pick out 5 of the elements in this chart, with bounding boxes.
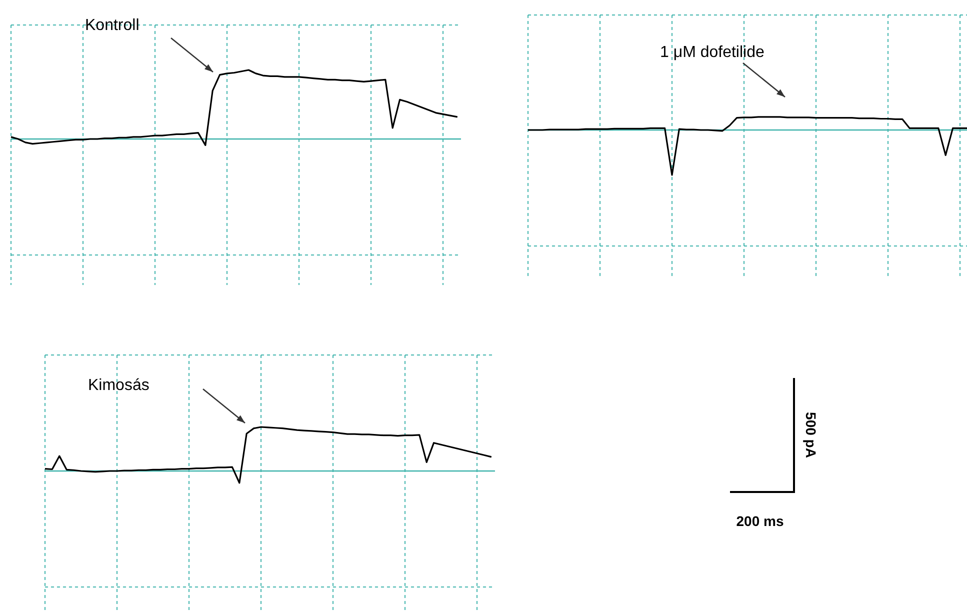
text: 1 μM dofetilide bbox=[660, 44, 764, 61]
text: 500 pA bbox=[803, 412, 819, 458]
text: Kimosás bbox=[88, 377, 150, 394]
text: Kontroll bbox=[85, 17, 140, 34]
text: 200 ms bbox=[736, 513, 784, 529]
